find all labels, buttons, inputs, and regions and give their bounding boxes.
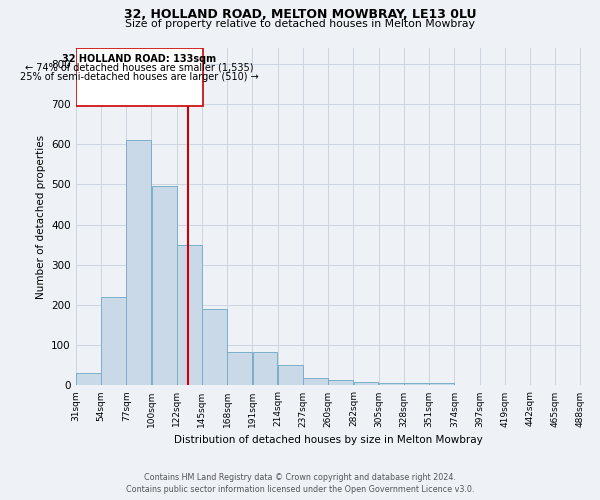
Bar bbox=[101, 297, 126, 386]
X-axis label: Distribution of detached houses by size in Melton Mowbray: Distribution of detached houses by size … bbox=[174, 435, 482, 445]
Bar bbox=[76, 374, 101, 386]
FancyBboxPatch shape bbox=[76, 48, 203, 106]
Text: Contains HM Land Registry data © Crown copyright and database right 2024.
Contai: Contains HM Land Registry data © Crown c… bbox=[126, 472, 474, 494]
Text: 32 HOLLAND ROAD: 133sqm: 32 HOLLAND ROAD: 133sqm bbox=[62, 54, 217, 64]
Text: Size of property relative to detached houses in Melton Mowbray: Size of property relative to detached ho… bbox=[125, 19, 475, 29]
Bar bbox=[278, 366, 303, 386]
Bar bbox=[429, 384, 454, 386]
Y-axis label: Number of detached properties: Number of detached properties bbox=[36, 134, 46, 298]
Bar bbox=[353, 382, 379, 386]
Bar bbox=[127, 140, 151, 386]
Bar bbox=[328, 380, 353, 386]
Bar bbox=[404, 382, 429, 386]
Bar bbox=[253, 352, 277, 386]
Bar bbox=[379, 384, 404, 386]
Bar bbox=[303, 378, 328, 386]
Bar bbox=[202, 309, 227, 386]
Bar bbox=[152, 186, 176, 386]
Bar bbox=[177, 244, 202, 386]
Bar bbox=[227, 352, 252, 386]
Text: 32, HOLLAND ROAD, MELTON MOWBRAY, LE13 0LU: 32, HOLLAND ROAD, MELTON MOWBRAY, LE13 0… bbox=[124, 8, 476, 20]
Text: 25% of semi-detached houses are larger (510) →: 25% of semi-detached houses are larger (… bbox=[20, 72, 259, 82]
Text: ← 74% of detached houses are smaller (1,535): ← 74% of detached houses are smaller (1,… bbox=[25, 63, 254, 73]
